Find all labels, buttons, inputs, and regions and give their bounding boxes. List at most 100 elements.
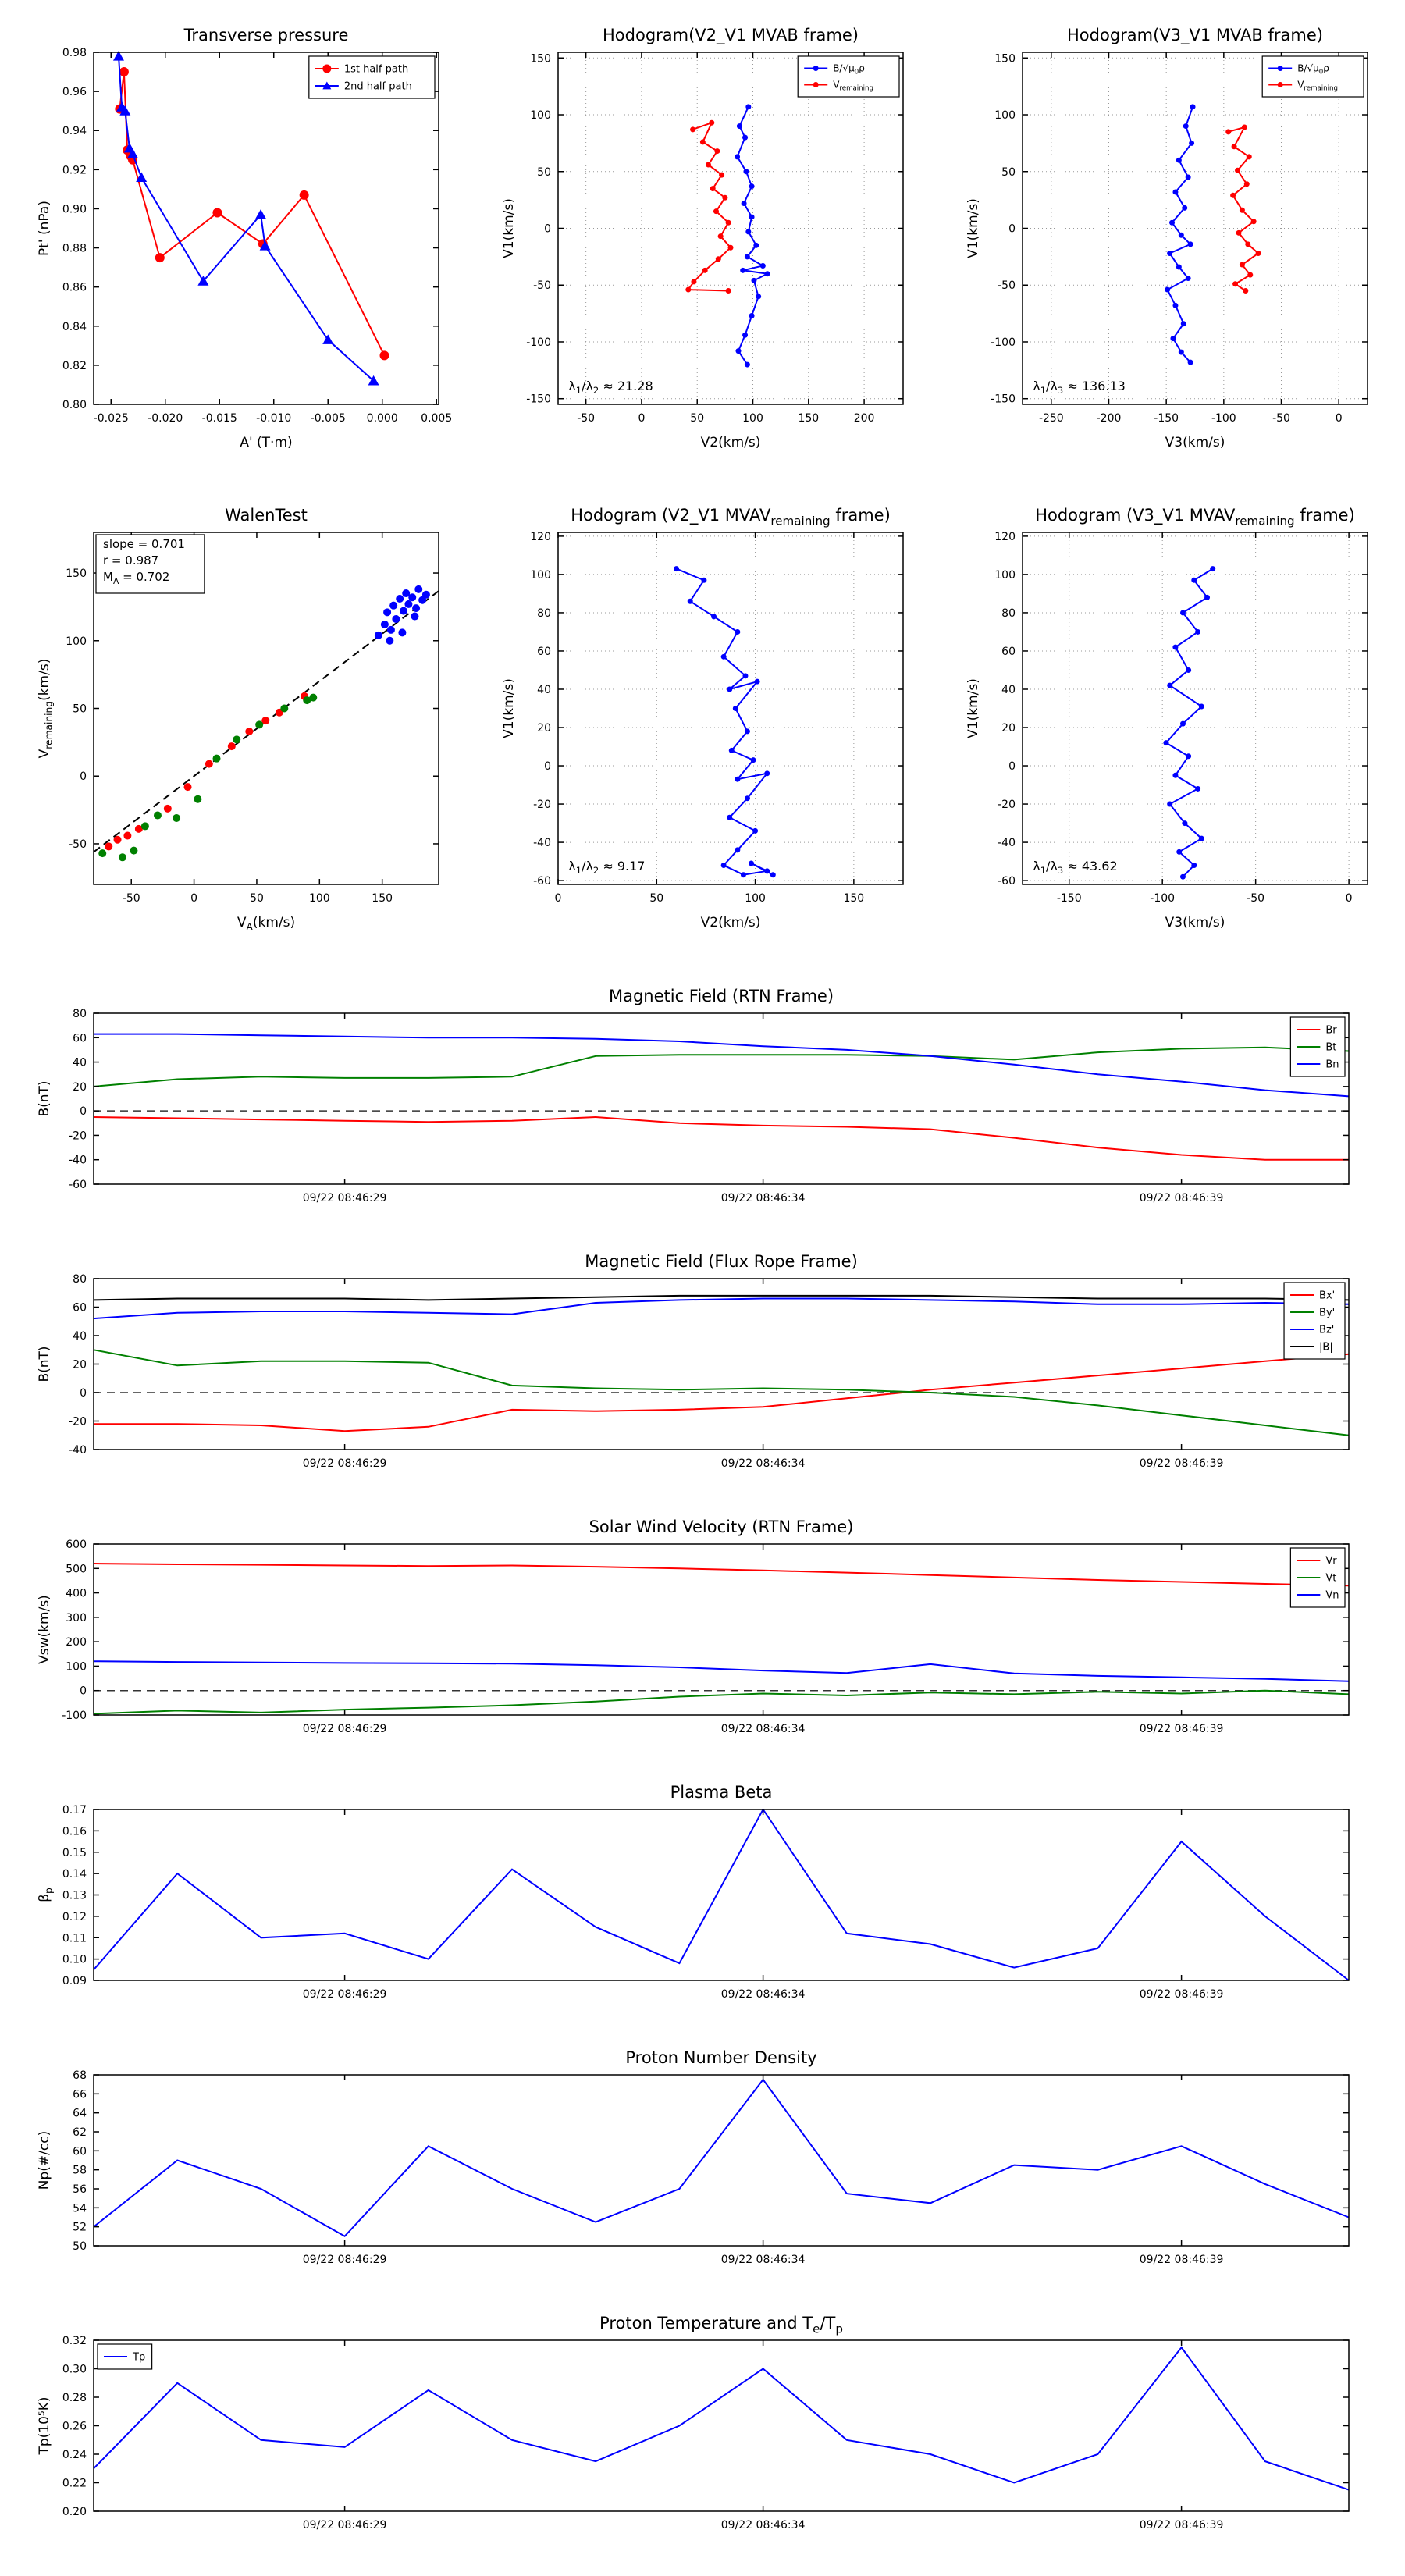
svg-text:λ1​/λ3​ ≈ 43.62: λ1​/λ3​ ≈ 43.62 <box>1033 859 1117 876</box>
svg-text:V2(km/s): V2(km/s) <box>701 915 761 930</box>
svg-text:Hodogram (V3_V1 MVAVremaining​: Hodogram (V3_V1 MVAVremaining​ frame) <box>1035 506 1355 528</box>
svg-text:0: 0 <box>555 892 562 905</box>
svg-text:20: 20 <box>73 1359 87 1372</box>
chart-transverse-pressure: -0.025 -0.020 -0.015 -0.010 -0.005 0.000 0.005… <box>16 12 453 472</box>
svg-text:Solar Wind Velocity (RTN Frame: Solar Wind Velocity (RTN Frame) <box>589 1517 854 1536</box>
svg-text:-0.020: -0.020 <box>148 412 183 425</box>
svg-text:0: 0 <box>80 770 87 783</box>
svg-text:-150: -150 <box>526 393 551 406</box>
svg-text:-100: -100 <box>991 336 1016 349</box>
svg-text:-50: -50 <box>69 838 87 851</box>
chart-hodogram-v3v1-mvab: -250 -200 -150 -100 -50 0 -150 -100 -50 0 50 100 150… <box>944 12 1382 472</box>
svg-text:V2(km/s): V2(km/s) <box>701 435 761 450</box>
svg-text:Tp(10⁵K): Tp(10⁵K) <box>37 2396 52 2455</box>
svg-text:0.88: 0.88 <box>62 243 87 255</box>
svg-text:Bz': Bz' <box>1319 1325 1334 1336</box>
svg-text:60: 60 <box>537 646 551 658</box>
chart-magnetic-field-flux-rope: 09/22 08:46:29 09/22 08:46:34 09/22 08:46:… <box>16 1241 1397 1499</box>
svg-text:-100: -100 <box>62 1710 87 1722</box>
svg-text:-60: -60 <box>69 1179 87 1191</box>
svg-text:V3(km/s): V3(km/s) <box>1165 435 1225 450</box>
svg-text:150: 150 <box>843 892 864 905</box>
svg-text:0.12: 0.12 <box>62 1911 87 1923</box>
svg-text:Hodogram(V3_V1 MVAB frame): Hodogram(V3_V1 MVAB frame) <box>1067 26 1323 45</box>
svg-text:0.30: 0.30 <box>62 2364 87 2376</box>
svg-text:|B|: |B| <box>1319 1342 1333 1354</box>
svg-text:MA​ = 0.702: MA​ = 0.702 <box>103 570 169 586</box>
svg-text:Tp: Tp <box>132 2352 145 2364</box>
svg-text:Vn: Vn <box>1325 1590 1339 1602</box>
svg-text:λ1​/λ3​ ≈ 136.13: λ1​/λ3​ ≈ 136.13 <box>1033 379 1126 396</box>
svg-text:0.28: 0.28 <box>62 2392 87 2404</box>
svg-text:150: 150 <box>372 892 393 905</box>
svg-text:-150: -150 <box>1057 892 1082 905</box>
svg-text:Plasma Beta: Plasma Beta <box>670 1783 773 1802</box>
svg-text:-40: -40 <box>998 837 1016 849</box>
svg-text:By': By' <box>1319 1308 1335 1319</box>
svg-text:Proton Temperature and Te​/Tp​: Proton Temperature and Te​/Tp​ <box>599 2314 843 2336</box>
chart-plasma-beta: 09/22 08:46:29 09/22 08:46:34 09/22 08:46:… <box>16 1772 1397 2030</box>
svg-text:500: 500 <box>66 1563 87 1575</box>
svg-text:56: 56 <box>73 2183 87 2196</box>
svg-text:0.000: 0.000 <box>367 412 398 425</box>
svg-text:68: 68 <box>73 2069 87 2082</box>
svg-text:0.98: 0.98 <box>62 47 87 59</box>
svg-text:66: 66 <box>73 2088 87 2101</box>
svg-text:B(nT): B(nT) <box>37 1346 52 1382</box>
svg-text:60: 60 <box>73 2145 87 2158</box>
svg-text:0: 0 <box>80 1387 87 1400</box>
svg-text:Magnetic Field (RTN Frame): Magnetic Field (RTN Frame) <box>609 987 834 1005</box>
svg-text:V1(km/s): V1(km/s) <box>966 198 981 258</box>
svg-text:09/22 08:46:39: 09/22 08:46:39 <box>1140 1723 1224 1735</box>
chart-proton-temperature: 09/22 08:46:29 09/22 08:46:34 09/22 08:46:… <box>16 2303 1397 2560</box>
svg-text:r = 0.987: r = 0.987 <box>103 553 158 568</box>
svg-text:-40: -40 <box>533 837 551 849</box>
svg-text:09/22 08:46:34: 09/22 08:46:34 <box>721 2519 806 2532</box>
svg-text:40: 40 <box>1001 684 1016 696</box>
svg-text:Vremaining​(km/s): Vremaining​(km/s) <box>37 659 54 759</box>
svg-text:Vremaining​: Vremaining​ <box>833 80 873 93</box>
svg-text:50: 50 <box>250 892 264 905</box>
svg-text:-100: -100 <box>1150 892 1175 905</box>
svg-text:0.13: 0.13 <box>62 1890 87 1902</box>
svg-text:λ1​/λ2​ ≈ 9.17: λ1​/λ2​ ≈ 9.17 <box>568 859 645 876</box>
svg-text:-20: -20 <box>533 799 551 811</box>
svg-text:V1(km/s): V1(km/s) <box>501 198 517 258</box>
svg-text:λ1​/λ2​ ≈ 21.28: λ1​/λ2​ ≈ 21.28 <box>568 379 653 396</box>
svg-text:0: 0 <box>638 412 645 425</box>
svg-text:0.84: 0.84 <box>62 321 87 333</box>
svg-text:Br: Br <box>1325 1025 1337 1037</box>
svg-text:200: 200 <box>854 412 875 425</box>
svg-text:0: 0 <box>544 223 551 236</box>
svg-text:Bx': Bx' <box>1319 1290 1335 1302</box>
svg-text:-0.025: -0.025 <box>94 412 129 425</box>
svg-text:Pt' (nPa): Pt' (nPa) <box>37 201 52 256</box>
svg-text:40: 40 <box>537 684 551 696</box>
svg-text:-40: -40 <box>69 1444 87 1457</box>
svg-text:B(nT): B(nT) <box>37 1080 52 1116</box>
svg-text:58: 58 <box>73 2165 87 2177</box>
svg-text:0.20: 0.20 <box>62 2506 87 2518</box>
svg-text:0.80: 0.80 <box>62 399 87 411</box>
svg-text:0.09: 0.09 <box>62 1975 87 1987</box>
svg-text:50: 50 <box>1001 166 1016 179</box>
svg-text:Vt: Vt <box>1325 1573 1336 1585</box>
svg-text:-100: -100 <box>1211 412 1236 425</box>
svg-text:-0.005: -0.005 <box>311 412 346 425</box>
svg-text:80: 80 <box>1001 607 1016 620</box>
svg-text:0: 0 <box>1336 412 1343 425</box>
svg-text:-40: -40 <box>69 1155 87 1167</box>
svg-text:V1(km/s): V1(km/s) <box>966 678 981 738</box>
svg-text:0: 0 <box>80 1685 87 1698</box>
svg-text:09/22 08:46:29: 09/22 08:46:29 <box>303 2254 387 2266</box>
svg-text:0.17: 0.17 <box>62 1804 87 1816</box>
svg-text:09/22 08:46:29: 09/22 08:46:29 <box>303 1988 387 2001</box>
svg-text:Bn: Bn <box>1325 1059 1339 1071</box>
svg-text:09/22 08:46:34: 09/22 08:46:34 <box>721 1192 806 1204</box>
svg-text:Proton Number Density: Proton Number Density <box>625 2048 816 2067</box>
svg-text:40: 40 <box>73 1330 87 1343</box>
svg-text:0.96: 0.96 <box>62 86 87 98</box>
chart-magnetic-field-rtn: 09/22 08:46:29 09/22 08:46:34 09/22 08:46:… <box>16 976 1397 1233</box>
svg-text:V1(km/s): V1(km/s) <box>501 678 517 738</box>
